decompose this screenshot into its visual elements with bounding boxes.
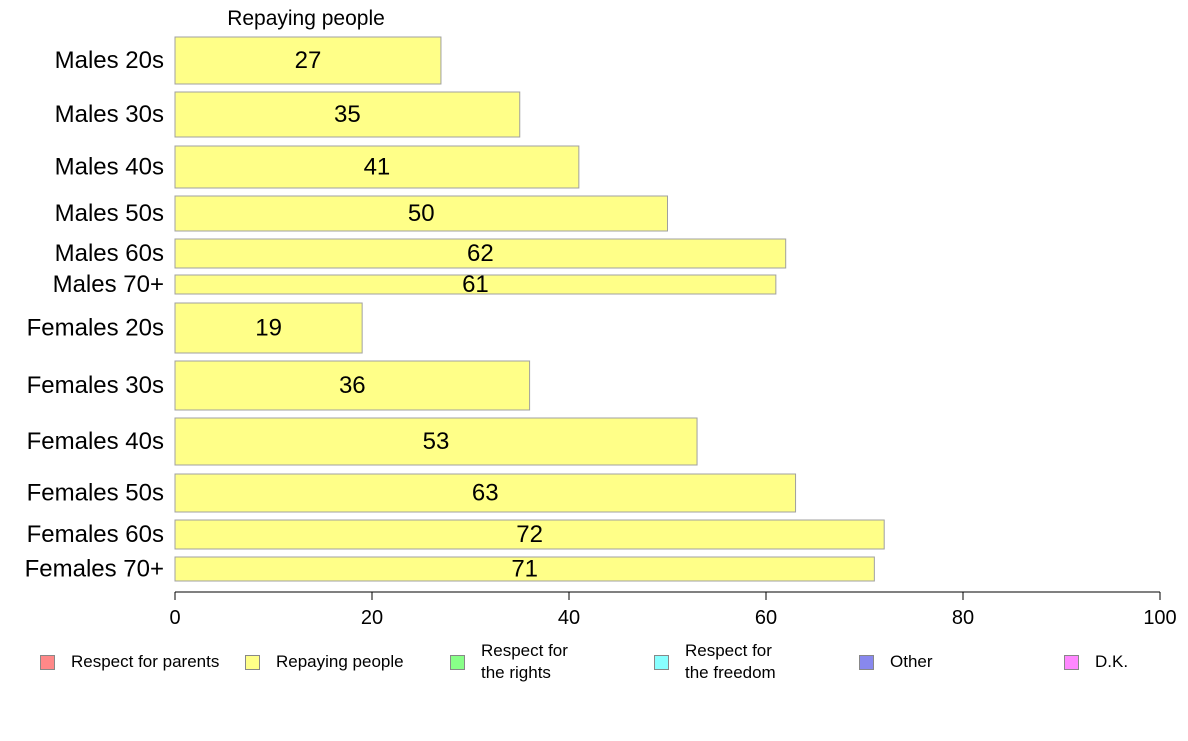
category-label: Females 20s	[27, 315, 164, 342]
bar	[174, 91, 521, 138]
legend-item: Respect for the rights	[450, 640, 568, 684]
legend-swatch	[40, 654, 55, 670]
legend-swatch	[245, 654, 260, 670]
bar	[174, 556, 875, 582]
bar	[174, 360, 531, 411]
bars-layer: 27 Males 20s 35 Males 30s 41 Males 40s 50 Males…	[25, 36, 885, 583]
x-tick-label: 0	[169, 607, 180, 629]
x-tick-label: 100	[1143, 607, 1176, 629]
bar-value-label: 72	[516, 521, 543, 548]
category-label: Males 30s	[55, 101, 164, 128]
bar	[174, 36, 442, 85]
bar	[174, 473, 797, 513]
x-tick-label: 60	[755, 607, 777, 629]
category-label: Males 70+	[53, 271, 164, 298]
bar	[174, 145, 580, 189]
bar-value-label: 50	[408, 200, 435, 227]
category-label: Males 40s	[55, 154, 164, 181]
bar-value-label: 61	[462, 271, 489, 298]
bar	[174, 195, 668, 232]
legend-label: Respect for the rights	[481, 641, 568, 682]
legend-label: Respect for parents	[71, 652, 220, 671]
bar-value-label: 19	[255, 315, 282, 342]
legend-swatch	[654, 654, 669, 670]
legend-swatch	[1064, 654, 1079, 670]
bar-value-label: 27	[295, 47, 322, 74]
bar-value-label: 63	[472, 480, 499, 507]
bar-value-label: 35	[334, 101, 361, 128]
legend-item: Respect for the freedom	[654, 640, 776, 684]
category-label: Males 20s	[55, 47, 164, 74]
legend-label: Respect for the freedom	[685, 641, 776, 682]
legend-label: Repaying people	[276, 652, 404, 671]
category-label: Females 40s	[27, 428, 164, 455]
legend-label: D.K.	[1095, 652, 1129, 671]
legend-item: Respect for parents	[40, 640, 219, 684]
category-label: Males 50s	[55, 200, 164, 227]
x-tick-label: 40	[558, 607, 580, 629]
legend-item: Repaying people	[245, 640, 404, 684]
category-label: Females 50s	[27, 480, 164, 507]
legend: Respect for parents Repaying people Respec…	[0, 640, 1188, 700]
category-label: Females 70+	[25, 556, 164, 583]
bar	[174, 417, 698, 466]
legend-swatch	[859, 654, 874, 670]
bar	[174, 519, 885, 550]
x-tick-label: 20	[361, 607, 383, 629]
legend-label: Other	[890, 652, 933, 671]
bar-value-label: 71	[511, 556, 538, 583]
bar-value-label: 36	[339, 372, 366, 399]
category-label: Females 30s	[27, 372, 164, 399]
legend-item: D.K.	[1064, 640, 1128, 684]
legend-item: Other	[859, 640, 933, 684]
legend-swatch	[450, 654, 465, 670]
bar-value-label: 62	[467, 240, 494, 267]
x-tick-label: 80	[952, 607, 974, 629]
bar	[174, 274, 777, 295]
chart-title: Repaying people	[227, 7, 385, 30]
category-label: Females 60s	[27, 521, 164, 548]
category-label: Males 60s	[55, 240, 164, 267]
bar	[174, 302, 363, 354]
x-axis: 0 20 40 60 80 100	[169, 591, 1177, 629]
bar-value-label: 41	[364, 154, 391, 181]
bar-value-label: 53	[423, 428, 450, 455]
bar	[174, 238, 787, 269]
